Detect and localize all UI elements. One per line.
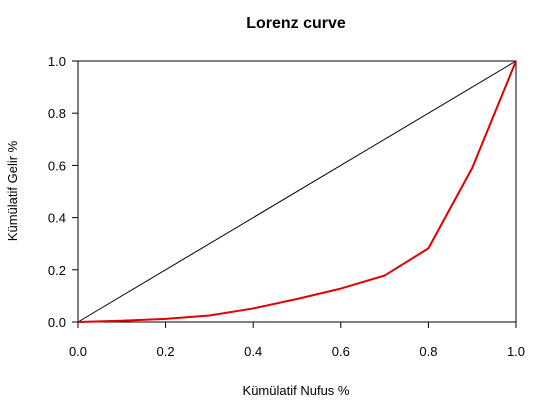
x-axis-title: Kümülatif Nufus % bbox=[243, 383, 350, 398]
x-tick-label: 1.0 bbox=[507, 344, 525, 359]
x-tick-label: 0.0 bbox=[69, 344, 87, 359]
y-tick-label: 0.8 bbox=[48, 106, 66, 121]
x-tick-label: 0.2 bbox=[157, 344, 175, 359]
y-tick-label: 1.0 bbox=[48, 54, 66, 69]
series-layer bbox=[77, 60, 517, 323]
y-tick-label: 0.6 bbox=[48, 158, 66, 173]
y-tick-label: 0.2 bbox=[48, 263, 66, 278]
x-axis: 0.0 0.2 0.4 0.6 0.8 1.0 bbox=[69, 322, 525, 359]
lorenz-curve-line bbox=[77, 60, 517, 323]
y-axis-title: Kümülatif Gelir % bbox=[5, 140, 20, 241]
y-tick-label: 0.0 bbox=[48, 315, 66, 330]
equality-line bbox=[77, 60, 517, 323]
chart-title: Lorenz curve bbox=[246, 15, 346, 32]
plot-frame bbox=[77, 60, 517, 323]
y-axis: 0.0 0.2 0.4 0.6 0.8 1.0 bbox=[48, 54, 78, 330]
y-tick-label: 0.4 bbox=[48, 211, 66, 226]
x-tick-label: 0.4 bbox=[244, 344, 262, 359]
x-tick-label: 0.8 bbox=[419, 344, 437, 359]
x-tick-label: 0.6 bbox=[332, 344, 350, 359]
